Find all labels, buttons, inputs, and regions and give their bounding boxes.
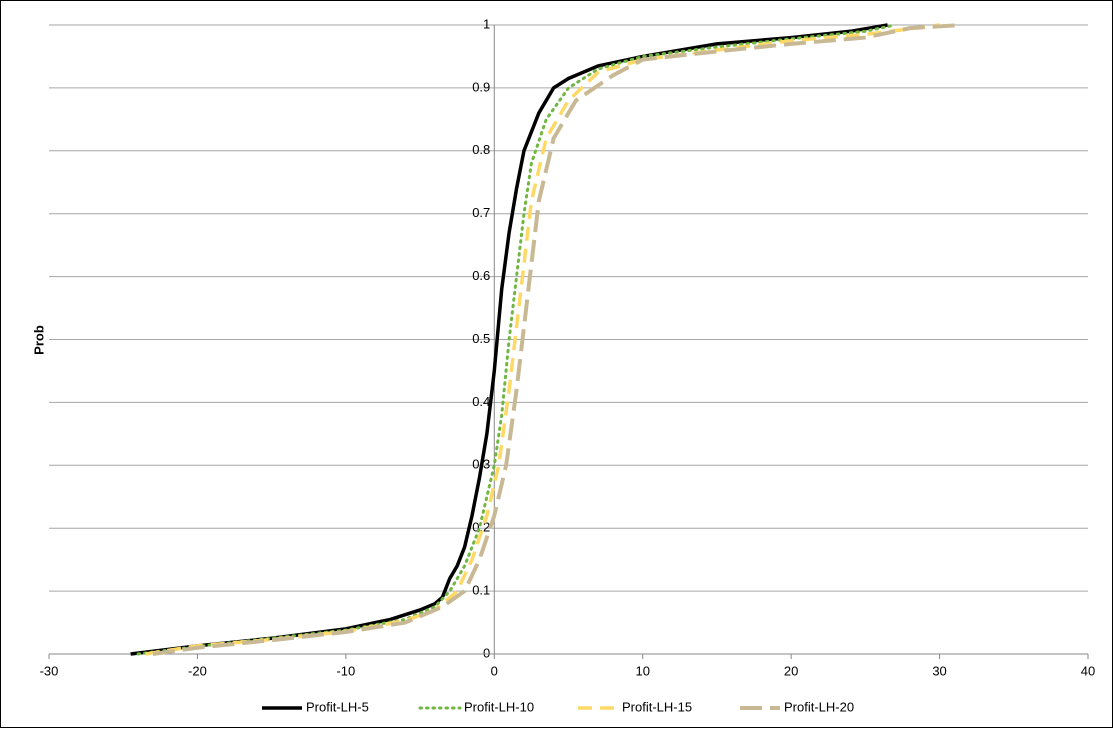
legend-label: Profit-LH-10 <box>464 699 534 714</box>
y-tick-label: 0.1 <box>472 583 490 598</box>
y-tick-label: 1 <box>483 16 490 31</box>
y-tick-label: 0.7 <box>472 205 490 220</box>
x-tick-label: -10 <box>336 663 355 678</box>
x-tick-label: 10 <box>635 663 649 678</box>
y-tick-label: 0.9 <box>472 79 490 94</box>
x-tick-label: 30 <box>932 663 946 678</box>
x-tick-label: 20 <box>784 663 798 678</box>
y-tick-label: 0.4 <box>472 394 490 409</box>
x-tick-label: -30 <box>40 663 59 678</box>
y-tick-label: 0 <box>483 645 490 660</box>
legend-label: Profit-LH-15 <box>622 699 692 714</box>
x-tick-label: 40 <box>1081 663 1095 678</box>
y-tick-label: 0.5 <box>472 331 490 346</box>
series-line <box>152 23 962 656</box>
series-line <box>130 23 888 656</box>
x-tick-label: -20 <box>188 663 207 678</box>
legend-label: Profit-LH-20 <box>784 699 854 714</box>
y-tick-label: 0.6 <box>472 268 490 283</box>
legend-label: Profit-LH-5 <box>306 699 369 714</box>
x-tick-label: 0 <box>491 663 498 678</box>
y-axis-label: Prob <box>31 325 46 355</box>
y-tick-label: 0.8 <box>472 142 490 157</box>
